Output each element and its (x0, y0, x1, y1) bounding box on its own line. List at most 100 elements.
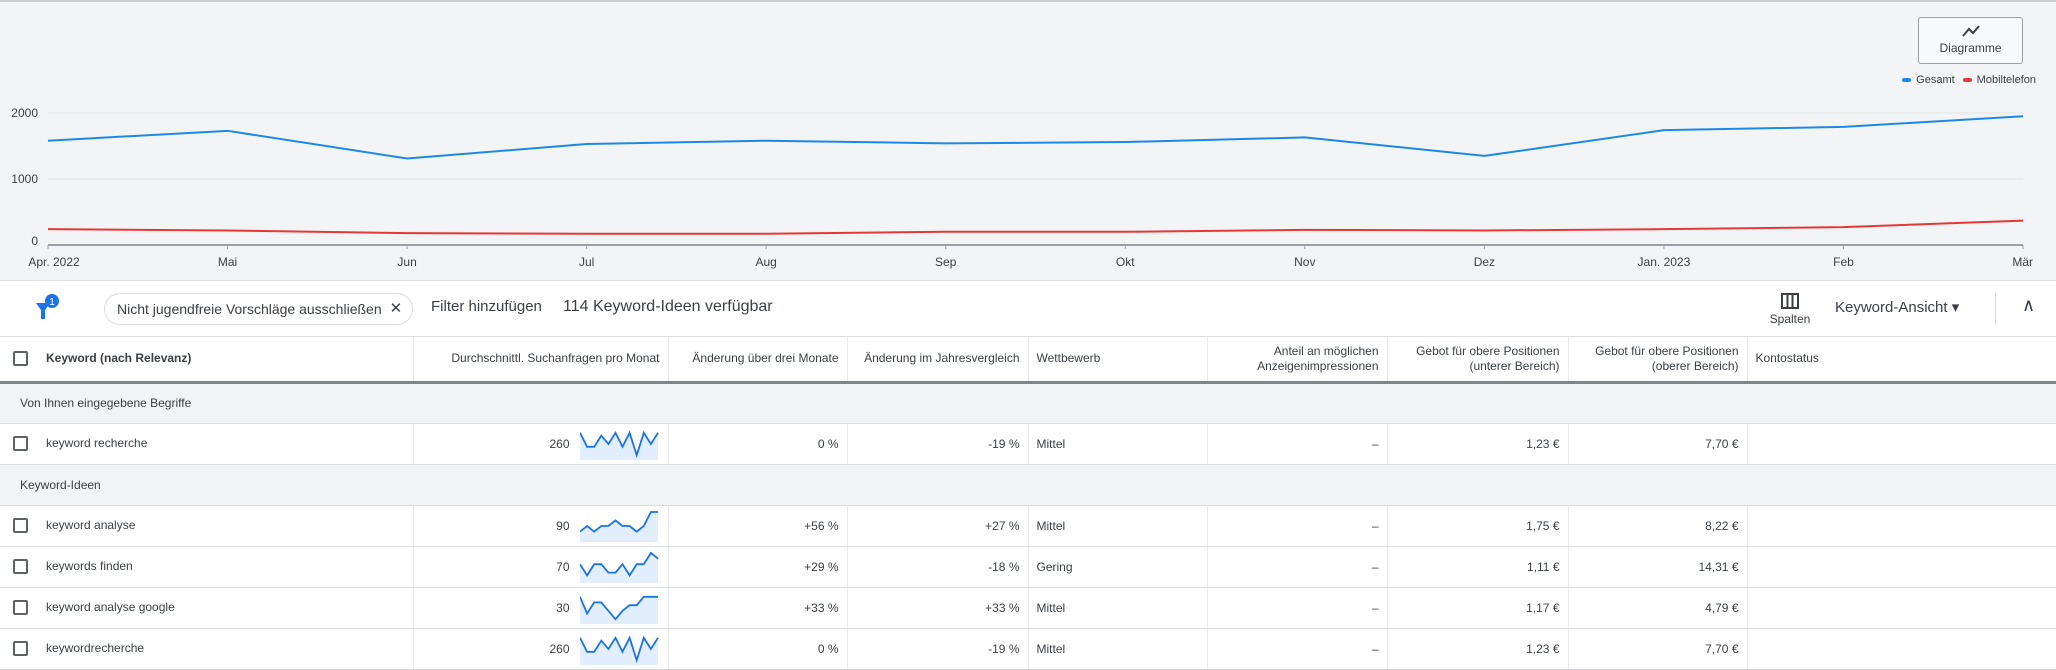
line-chart-icon (1960, 23, 1982, 39)
header-keyword[interactable]: Keyword (nach Relevanz) (0, 337, 413, 382)
yoy-change: -19 % (847, 628, 1028, 669)
yoy-change: +33 % (847, 587, 1028, 628)
header-competition[interactable]: Wettbewerb (1028, 337, 1207, 382)
row-checkbox[interactable] (13, 641, 28, 656)
charts-button[interactable]: Diagramme (1918, 17, 2023, 64)
series-line-mobiltelefon (48, 221, 2023, 234)
x-tick-label: Okt (1116, 255, 1135, 269)
searches-value: 90 (556, 519, 569, 533)
columns-button[interactable]: Spalten (1768, 293, 1812, 326)
three-month-change: 0 % (668, 423, 847, 464)
bid-high: 14,31 € (1568, 546, 1747, 587)
caret-down-icon: ▾ (1952, 299, 1960, 316)
filter-count-badge: 1 (49, 297, 55, 308)
searches-value: 260 (549, 642, 569, 656)
filter-icon[interactable]: 1 (34, 293, 60, 321)
keyword-text: keyword analyse google (46, 600, 175, 614)
row-checkbox[interactable] (13, 559, 28, 574)
chart-legend: Gesamt Mobiltelefon (1902, 74, 2036, 86)
account-status (1747, 587, 2056, 628)
bid-low: 1,23 € (1387, 423, 1568, 464)
bid-low: 1,75 € (1387, 505, 1568, 546)
searches-value: 260 (549, 437, 569, 451)
bid-high: 4,79 € (1568, 587, 1747, 628)
keyword-cell: keyword recherche (0, 423, 413, 464)
header-impr-share[interactable]: Anteil an möglichen Anzeigenimpressionen (1207, 337, 1387, 382)
group-label: Keyword-Ideen (0, 464, 2056, 505)
searches-cell: 70 (413, 546, 668, 587)
impression-share: – (1207, 587, 1387, 628)
keyword-text: keyword analyse (46, 518, 135, 532)
competition: Mittel (1028, 587, 1207, 628)
filter-toolbar: 1 Nicht jugendfreie Vorschläge ausschlie… (0, 280, 2056, 337)
keyword-cell: keywordrecherche (0, 628, 413, 669)
bid-low: 1,23 € (1387, 628, 1568, 669)
x-tick-label: Sep (935, 255, 957, 269)
competition: Mittel (1028, 423, 1207, 464)
impression-share: – (1207, 628, 1387, 669)
competition: Mittel (1028, 628, 1207, 669)
charts-button-label: Diagramme (1939, 41, 2001, 55)
y-tick-label: 2000 (11, 106, 38, 120)
account-status (1747, 546, 2056, 587)
three-month-change: +29 % (668, 546, 847, 587)
trend-sparkline (580, 428, 660, 460)
trend-sparkline (580, 510, 660, 542)
header-bid-high[interactable]: Gebot für obere Positionen (oberer Berei… (1568, 337, 1747, 382)
header-bid-low[interactable]: Gebot für obere Positionen (unterer Bere… (1387, 337, 1568, 382)
keyword-text: keywordrecherche (46, 641, 144, 655)
account-status (1747, 628, 2056, 669)
y-tick-label: 0 (31, 234, 38, 248)
searches-cell: 260 (413, 423, 668, 464)
legend-gesamt: Gesamt (1902, 74, 1955, 86)
row-checkbox[interactable] (13, 518, 28, 533)
keyword-text: keywords finden (46, 559, 133, 573)
account-status (1747, 423, 2056, 464)
columns-icon (1781, 293, 1799, 309)
yoy-change: -19 % (847, 423, 1028, 464)
select-all-checkbox[interactable] (13, 351, 28, 366)
view-label: Keyword-Ansicht (1835, 299, 1948, 316)
x-tick-label: Jun (397, 255, 416, 269)
legend-mobiltelefon: Mobiltelefon (1963, 74, 2036, 86)
keyword-view-dropdown[interactable]: Keyword-Ansicht ▾ (1835, 298, 1959, 316)
row-checkbox[interactable] (13, 600, 28, 615)
row-checkbox[interactable] (13, 436, 28, 451)
x-tick-label: Jul (579, 255, 594, 269)
header-three-month[interactable]: Änderung über drei Monate (668, 337, 847, 382)
header-status[interactable]: Kontostatus (1747, 337, 2056, 382)
trend-sparkline (580, 551, 660, 583)
table-row[interactable]: keywordrecherche 260 0 %-19 %Mittel–1,23 €… (0, 628, 2056, 669)
adult-filter-chip[interactable]: Nicht jugendfreie Vorschläge ausschließe… (104, 293, 413, 325)
table-header: Keyword (nach Relevanz) Durchschnittl. S… (0, 337, 2056, 382)
header-searches[interactable]: Durchschnittl. Suchanfragen pro Monat (413, 337, 668, 382)
three-month-change: +33 % (668, 587, 847, 628)
group-header-row: Keyword-Ideen (0, 464, 2056, 505)
x-tick-label: Apr. 2022 (28, 255, 80, 269)
keyword-table: Keyword (nach Relevanz) Durchschnittl. S… (0, 337, 2056, 670)
header-yoy[interactable]: Änderung im Jahresvergleich (847, 337, 1028, 382)
columns-label: Spalten (1768, 312, 1812, 326)
searches-value: 70 (556, 560, 569, 574)
three-month-change: +56 % (668, 505, 847, 546)
divider (1995, 293, 1996, 325)
group-label: Von Ihnen eingegebene Begriffe (0, 382, 2056, 423)
impression-share: – (1207, 505, 1387, 546)
keyword-cell: keyword analyse (0, 505, 413, 546)
trend-sparkline (580, 592, 660, 624)
competition: Gering (1028, 546, 1207, 587)
bid-high: 7,70 € (1568, 628, 1747, 669)
bid-low: 1,11 € (1387, 546, 1568, 587)
keyword-cell: keyword analyse google (0, 587, 413, 628)
chevron-up-icon[interactable]: ∧ (2022, 295, 2035, 316)
three-month-change: 0 % (668, 628, 847, 669)
x-tick-label: Dez (1474, 255, 1495, 269)
add-filter-button[interactable]: Filter hinzufügen (431, 298, 542, 315)
close-icon[interactable]: ✕ (390, 294, 403, 324)
searches-cell: 260 (413, 628, 668, 669)
